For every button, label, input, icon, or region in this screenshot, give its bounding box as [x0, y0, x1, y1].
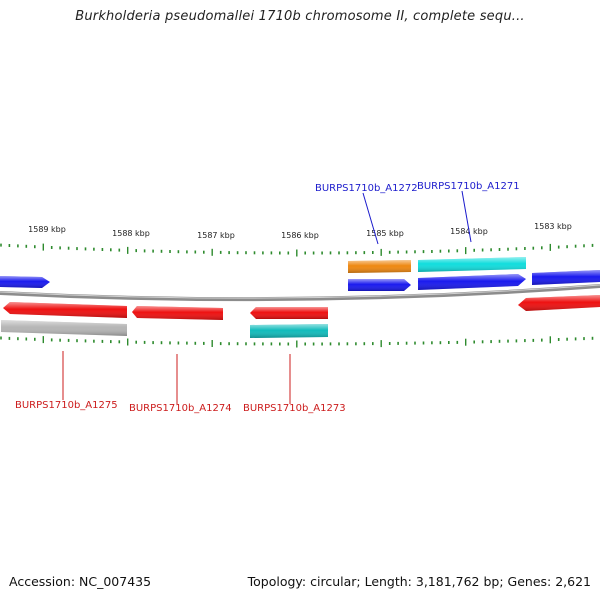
leader-a1271	[461, 190, 472, 243]
lower-tick-row	[0, 336, 594, 348]
kbp-label-1586: 1586 kbp	[281, 231, 319, 240]
kbp-label-1587: 1587 kbp	[197, 231, 235, 240]
topology-summary: Topology: circular; Length: 3,181,762 bp…	[247, 574, 591, 589]
gene-label-a1271[interactable]: BURPS1710b_A1271	[417, 181, 520, 192]
upper-tick-row	[0, 243, 594, 257]
label-leaders	[62, 190, 472, 404]
gene-label-a1275[interactable]: BURPS1710b_A1275	[15, 400, 118, 411]
chromosome-backbone	[0, 284, 600, 302]
kbp-label-1585: 1585 kbp	[366, 229, 404, 238]
kbp-label-1583: 1583 kbp	[534, 222, 572, 231]
map-title: Burkholderia pseudomallei 1710b chromoso…	[75, 9, 525, 24]
accession-label: Accession: NC_007435	[9, 574, 152, 589]
kbp-scale: 1589 kbp 1588 kbp 1587 kbp 1586 kbp 1585…	[28, 222, 572, 240]
upper-strand-genes	[0, 257, 600, 291]
kbp-label-1588: 1588 kbp	[112, 229, 150, 238]
leader-a1272	[362, 192, 379, 245]
lower-strand-genes	[1, 295, 600, 338]
kbp-label-1589: 1589 kbp	[28, 225, 66, 234]
gene-label-a1273[interactable]: BURPS1710b_A1273	[243, 403, 346, 414]
gene-label-a1272[interactable]: BURPS1710b_A1272	[315, 183, 418, 194]
gene-label-a1274[interactable]: BURPS1710b_A1274	[129, 403, 232, 414]
